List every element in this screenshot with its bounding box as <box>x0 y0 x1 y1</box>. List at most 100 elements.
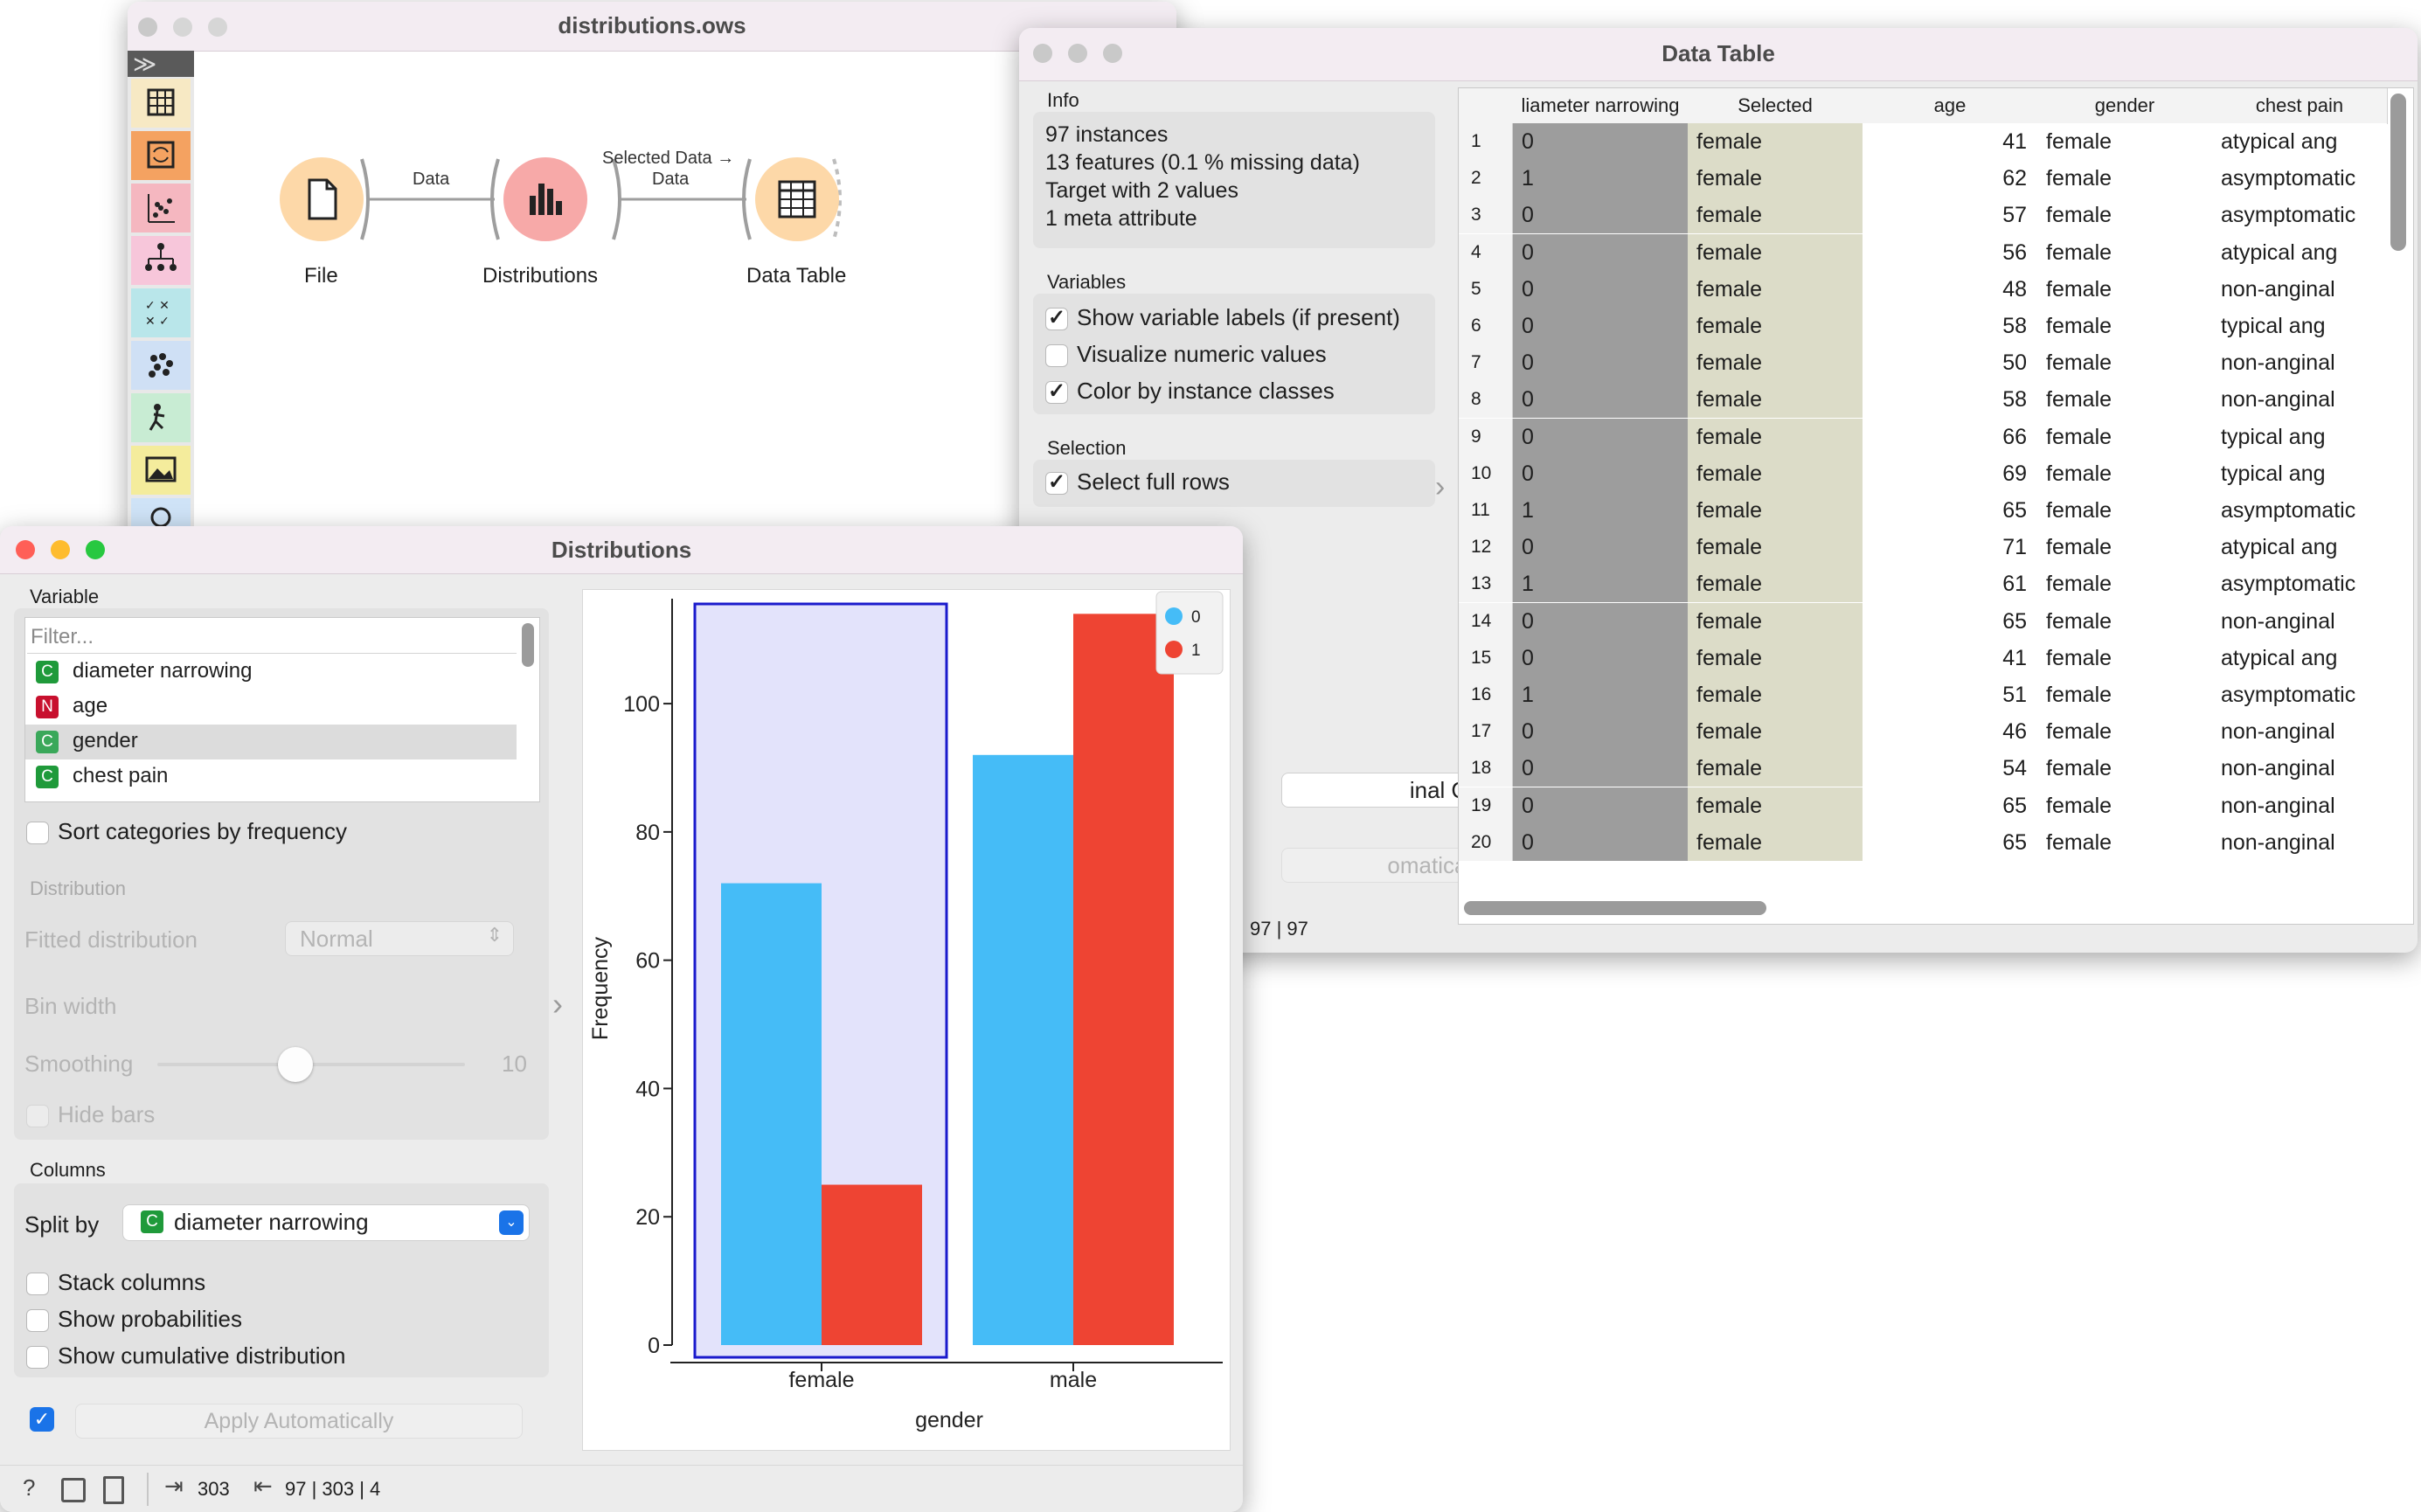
category-model-icon[interactable] <box>131 236 191 285</box>
table-cell[interactable]: non-anginal <box>2212 381 2387 419</box>
apply-automatically-button[interactable]: Apply Automatically <box>75 1404 523 1439</box>
table-cell[interactable]: female <box>2037 639 2212 676</box>
table-cell[interactable]: 57 <box>1863 197 2037 234</box>
row-header[interactable]: 13 <box>1459 565 1513 603</box>
table-cell[interactable]: 69 <box>1863 454 2037 492</box>
toolbox-toggle[interactable]: ≫ <box>128 51 194 77</box>
table-cell[interactable]: female <box>2037 492 2212 529</box>
table-cell[interactable]: 0 <box>1513 750 1688 787</box>
apply-auto-checkbox[interactable]: ✓ <box>30 1407 54 1432</box>
table-cell[interactable]: 0 <box>1513 381 1688 419</box>
close-button[interactable] <box>1033 44 1052 63</box>
row-header[interactable]: 18 <box>1459 750 1513 787</box>
vertical-scrollbar[interactable] <box>2390 94 2406 251</box>
row-header[interactable]: 8 <box>1459 381 1513 419</box>
table-cell[interactable]: 0 <box>1513 233 1688 271</box>
table-cell[interactable]: atypical ang <box>2212 529 2387 566</box>
table-cell[interactable]: female <box>2037 823 2212 861</box>
table-cell[interactable]: female <box>1688 602 1863 640</box>
color-by-class-checkbox[interactable] <box>1045 378 1068 404</box>
zoom-button[interactable] <box>86 540 105 559</box>
table-cell[interactable]: female <box>1688 233 1863 271</box>
minimize-button[interactable] <box>173 17 192 37</box>
table-cell[interactable]: 0 <box>1513 529 1688 566</box>
show-labels-checkbox[interactable] <box>1045 305 1068 330</box>
table-cell[interactable]: female <box>1688 381 1863 419</box>
table-cell[interactable]: asymptomatic <box>2212 676 2387 713</box>
table-cell[interactable]: asymptomatic <box>2212 565 2387 603</box>
table-cell[interactable]: female <box>2037 270 2212 308</box>
table-cell[interactable]: female <box>2037 454 2212 492</box>
table-cell[interactable]: female <box>2037 160 2212 198</box>
close-button[interactable] <box>138 17 157 37</box>
hide-bars-checkbox[interactable] <box>26 1105 49 1127</box>
row-header[interactable]: 19 <box>1459 787 1513 824</box>
table-cell[interactable]: female <box>1688 823 1863 861</box>
row-header[interactable]: 5 <box>1459 270 1513 308</box>
table-cell[interactable]: female <box>1688 270 1863 308</box>
row-header[interactable]: 17 <box>1459 713 1513 751</box>
table-cell[interactable]: female <box>2037 197 2212 234</box>
list-item[interactable]: C diameter narrowing <box>25 655 517 690</box>
sort-by-frequency-checkbox[interactable] <box>26 822 49 844</box>
row-header[interactable]: 20 <box>1459 823 1513 861</box>
table-cell[interactable]: female <box>2037 123 2212 160</box>
column-header[interactable]: Selected <box>1688 88 1863 124</box>
table-cell[interactable]: female <box>1688 750 1863 787</box>
table-cell[interactable]: female <box>1688 639 1863 676</box>
table-cell[interactable]: atypical ang <box>2212 639 2387 676</box>
report-icon[interactable] <box>103 1476 124 1504</box>
table-cell[interactable]: 65 <box>1863 602 2037 640</box>
list-item-selected[interactable]: C gender <box>25 725 517 759</box>
table-cell[interactable]: 41 <box>1863 123 2037 160</box>
category-image-icon[interactable] <box>131 446 191 495</box>
table-cell[interactable]: 50 <box>1863 344 2037 382</box>
filter-input[interactable]: Filter... <box>27 620 517 654</box>
stack-columns-checkbox[interactable] <box>26 1273 49 1295</box>
table-cell[interactable]: 0 <box>1513 344 1688 382</box>
table-cell[interactable]: 41 <box>1863 639 2037 676</box>
table-cell[interactable]: asymptomatic <box>2212 197 2387 234</box>
table-cell[interactable]: 0 <box>1513 418 1688 455</box>
table-cell[interactable]: 54 <box>1863 750 2037 787</box>
table-cell[interactable]: female <box>2037 381 2212 419</box>
table-cell[interactable]: female <box>2037 750 2212 787</box>
table-cell[interactable]: female <box>2037 602 2212 640</box>
table-cell[interactable]: 56 <box>1863 233 2037 271</box>
table-cell[interactable]: 0 <box>1513 823 1688 861</box>
chevron-right-icon[interactable]: › <box>1435 470 1446 503</box>
table-cell[interactable]: female <box>1688 492 1863 529</box>
row-header[interactable]: 3 <box>1459 197 1513 234</box>
table-cell[interactable]: female <box>1688 529 1863 566</box>
row-header[interactable]: 15 <box>1459 639 1513 676</box>
distributions-node[interactable] <box>503 157 587 241</box>
column-header[interactable]: gender <box>2037 88 2213 124</box>
show-probabilities-checkbox[interactable] <box>26 1309 49 1332</box>
row-header[interactable]: 9 <box>1459 418 1513 455</box>
list-scrollbar[interactable] <box>522 623 534 667</box>
table-cell[interactable]: non-anginal <box>2212 713 2387 751</box>
category-transform-icon[interactable] <box>131 131 191 180</box>
row-header[interactable]: 2 <box>1459 160 1513 198</box>
table-cell[interactable]: female <box>2037 233 2212 271</box>
table-cell[interactable]: 58 <box>1863 381 2037 419</box>
table-cell[interactable]: non-anginal <box>2212 602 2387 640</box>
table-cell[interactable]: non-anginal <box>2212 750 2387 787</box>
minimize-button[interactable] <box>1068 44 1087 63</box>
table-cell[interactable]: 61 <box>1863 565 2037 603</box>
table-cell[interactable]: female <box>2037 308 2212 344</box>
help-icon[interactable]: ? <box>23 1474 36 1501</box>
table-cell[interactable]: female <box>1688 787 1863 824</box>
table-cell[interactable]: 0 <box>1513 308 1688 344</box>
variable-list[interactable]: Filter... C diameter narrowing N age C g… <box>24 617 540 802</box>
table-cell[interactable]: 0 <box>1513 787 1688 824</box>
table-cell[interactable]: female <box>1688 418 1863 455</box>
table-cell[interactable]: 51 <box>1863 676 2037 713</box>
split-by-select[interactable]: C diameter narrowing ⌄ <box>122 1204 530 1241</box>
table-cell[interactable]: female <box>2037 676 2212 713</box>
table-cell[interactable]: female <box>1688 123 1863 160</box>
table-cell[interactable]: 71 <box>1863 529 2037 566</box>
table-cell[interactable]: 0 <box>1513 713 1688 751</box>
row-header[interactable]: 14 <box>1459 602 1513 640</box>
table-cell[interactable]: female <box>1688 565 1863 603</box>
